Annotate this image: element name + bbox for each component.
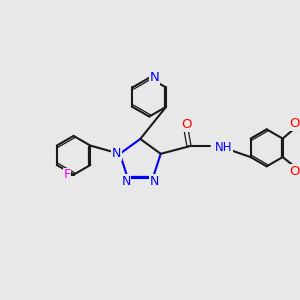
Text: O: O (290, 165, 300, 178)
Text: NH: NH (214, 141, 232, 154)
Text: N: N (150, 71, 160, 84)
Text: N: N (122, 175, 131, 188)
Text: F: F (63, 168, 71, 181)
Text: N: N (150, 175, 159, 188)
Text: N: N (112, 147, 121, 160)
Text: O: O (181, 118, 191, 131)
Text: O: O (290, 117, 300, 130)
